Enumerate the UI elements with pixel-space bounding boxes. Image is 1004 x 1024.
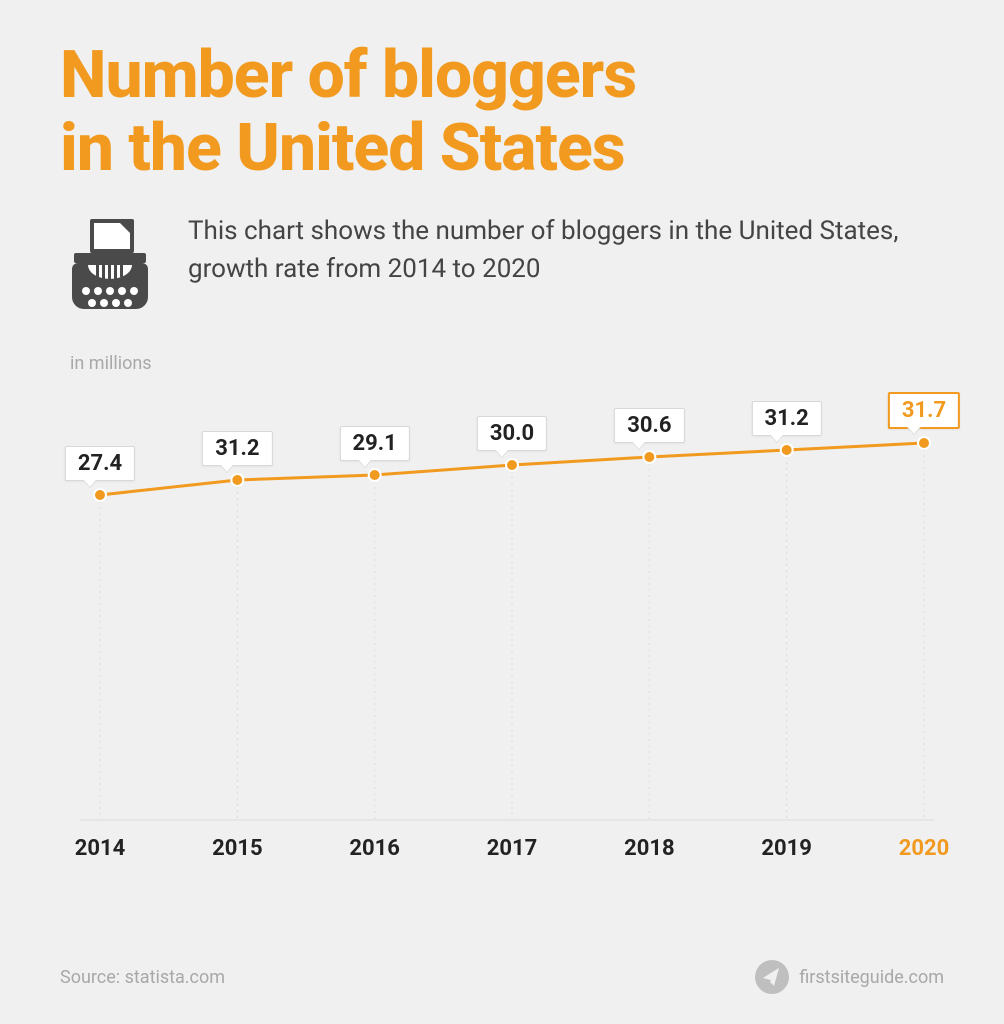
x-axis-label: 2015 — [212, 836, 263, 861]
data-tooltip: 30.0 — [477, 416, 547, 451]
data-tooltip: 31.7 — [888, 392, 960, 429]
typewriter-icon — [60, 213, 160, 313]
source-label: Source: statista.com — [60, 967, 225, 988]
title-line1: Number of bloggers — [60, 37, 636, 114]
x-axis-label: 2018 — [624, 836, 675, 861]
line-chart: 27.4 2014 31.2 2015 29.1 2016 30.0 2017 30.6 2018… — [60, 380, 944, 890]
chart-description: This chart shows the number of bloggers … — [188, 213, 908, 288]
footer-right: firstsiteguide.com — [755, 960, 944, 994]
data-tooltip: 31.2 — [752, 401, 822, 436]
x-axis-label: 2014 — [75, 836, 126, 861]
chart-title: Number of bloggers in the United States — [60, 40, 944, 185]
x-axis-label: 2016 — [349, 836, 400, 861]
x-axis-label: 2017 — [487, 836, 538, 861]
data-tooltip: 29.1 — [340, 426, 410, 461]
x-axis-label: 2020 — [899, 836, 950, 861]
data-tooltip: 31.2 — [202, 431, 272, 466]
data-tooltip: 30.6 — [614, 408, 684, 443]
footer: Source: statista.com firstsiteguide.com — [60, 960, 944, 994]
unit-label: in millions — [70, 353, 944, 374]
data-tooltip: 27.4 — [65, 446, 135, 481]
title-line2: in the United States — [60, 110, 625, 187]
paper-plane-icon — [755, 960, 789, 994]
description-row: This chart shows the number of bloggers … — [60, 213, 944, 313]
x-axis-label: 2019 — [761, 836, 812, 861]
site-label: firstsiteguide.com — [799, 967, 944, 988]
